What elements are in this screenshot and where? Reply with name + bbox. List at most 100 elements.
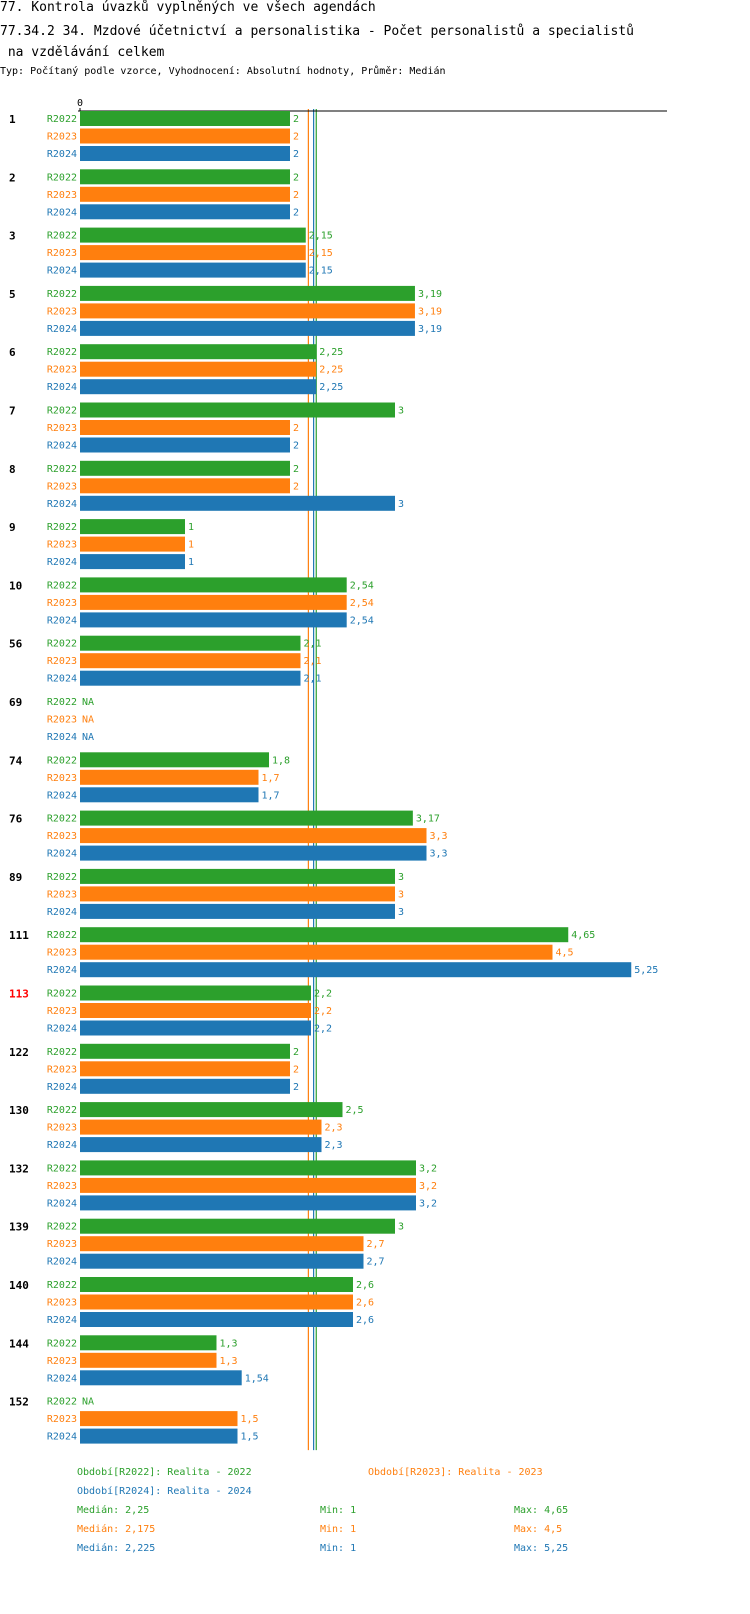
bar-139-r2022	[80, 1218, 395, 1234]
category-label-132: 132	[9, 1162, 29, 1175]
x-axis-zero-label: 0	[77, 98, 83, 109]
value-label-6-r2023: 2,25	[319, 365, 343, 376]
series-label-130-r2023: R2023	[47, 1123, 77, 1134]
value-label-69-r2022: NA	[82, 697, 94, 708]
series-label-9-r2022: R2022	[47, 522, 77, 533]
category-label-69: 69	[9, 696, 22, 709]
value-label-1-r2023: 2	[293, 132, 299, 143]
bar-113-r2024	[80, 1020, 311, 1036]
bar-76-r2022	[80, 810, 413, 826]
value-label-5-r2024: 3,19	[418, 324, 442, 335]
bar-139-r2024	[80, 1253, 364, 1269]
bar-3-r2024	[80, 262, 306, 278]
bar-144-r2024	[80, 1370, 242, 1386]
value-label-7-r2024: 2	[293, 441, 299, 452]
value-label-152-r2022: NA	[82, 1397, 94, 1408]
series-label-113-r2023: R2023	[47, 1006, 77, 1017]
category-label-74: 74	[9, 754, 23, 767]
category-label-152: 152	[9, 1396, 29, 1409]
series-label-132-r2022: R2022	[47, 1163, 77, 1174]
series-label-113-r2024: R2024	[47, 1024, 77, 1035]
value-label-6-r2022: 2,25	[319, 347, 343, 358]
bar-2-r2023	[80, 186, 290, 202]
value-label-8-r2024: 3	[398, 499, 404, 510]
series-label-7-r2024: R2024	[47, 441, 77, 452]
series-label-10-r2023: R2023	[47, 598, 77, 609]
series-label-111-r2024: R2024	[47, 965, 77, 976]
legend-period-r2022: Období[R2022]: Realita - 2022	[77, 1467, 252, 1478]
bar-8-r2024	[80, 495, 395, 511]
series-label-6-r2024: R2024	[47, 382, 77, 393]
series-label-152-r2024: R2024	[47, 1432, 77, 1443]
category-label-9: 9	[9, 521, 16, 534]
value-label-2-r2024: 2	[293, 207, 299, 218]
series-label-111-r2023: R2023	[47, 948, 77, 959]
bar-2-r2022	[80, 169, 290, 185]
bar-113-r2022	[80, 985, 311, 1001]
value-label-111-r2022: 4,65	[571, 930, 595, 941]
value-label-132-r2023: 3,2	[419, 1181, 437, 1192]
legend-period-r2024: Období[R2024]: Realita - 2024	[77, 1486, 252, 1497]
series-label-76-r2022: R2022	[47, 814, 77, 825]
value-label-130-r2022: 2,5	[346, 1105, 364, 1116]
value-label-132-r2024: 3,2	[419, 1198, 437, 1209]
series-label-122-r2022: R2022	[47, 1047, 77, 1058]
bar-3-r2022	[80, 227, 306, 243]
value-label-144-r2022: 1,3	[220, 1338, 238, 1349]
bar-56-r2024	[80, 670, 301, 686]
bar-89-r2022	[80, 868, 395, 884]
bar-10-r2024	[80, 612, 347, 628]
bar-111-r2023	[80, 944, 553, 960]
value-label-7-r2022: 3	[398, 406, 404, 417]
bar-2-r2024	[80, 204, 290, 220]
series-label-56-r2024: R2024	[47, 674, 77, 685]
value-label-74-r2024: 1,7	[262, 790, 280, 801]
bar-122-r2024	[80, 1078, 290, 1094]
value-label-5-r2022: 3,19	[418, 289, 442, 300]
series-label-139-r2023: R2023	[47, 1239, 77, 1250]
value-label-3-r2023: 2,15	[309, 248, 333, 259]
value-label-56-r2024: 2,1	[304, 674, 322, 685]
series-label-10-r2024: R2024	[47, 615, 77, 626]
series-label-76-r2023: R2023	[47, 831, 77, 842]
value-label-7-r2023: 2	[293, 423, 299, 434]
value-label-3-r2024: 2,15	[309, 266, 333, 277]
bar-132-r2022	[80, 1160, 416, 1176]
value-label-152-r2024: 1,5	[241, 1432, 259, 1443]
bar-10-r2022	[80, 577, 347, 593]
value-label-132-r2022: 3,2	[419, 1163, 437, 1174]
series-label-140-r2022: R2022	[47, 1280, 77, 1291]
value-label-5-r2023: 3,19	[418, 306, 442, 317]
series-label-9-r2024: R2024	[47, 557, 77, 568]
value-label-111-r2023: 4,5	[556, 948, 574, 959]
series-label-111-r2022: R2022	[47, 930, 77, 941]
series-label-89-r2022: R2022	[47, 872, 77, 883]
value-label-74-r2022: 1,8	[272, 755, 290, 766]
bar-74-r2023	[80, 769, 259, 785]
series-label-113-r2022: R2022	[47, 989, 77, 1000]
bar-139-r2023	[80, 1236, 364, 1252]
bar-140-r2023	[80, 1294, 353, 1310]
category-label-113: 113	[9, 988, 29, 1001]
value-label-139-r2023: 2,7	[367, 1239, 385, 1250]
series-label-140-r2023: R2023	[47, 1298, 77, 1309]
series-label-89-r2023: R2023	[47, 889, 77, 900]
value-label-144-r2024: 1,54	[245, 1373, 269, 1384]
bar-chart: 0 1 R2022 2 R2023 2 R2024 2 2 R2022 2 R2023 2 R2024 2 3…	[9, 98, 667, 1451]
value-label-9-r2023: 1	[188, 540, 194, 551]
series-label-56-r2022: R2022	[47, 639, 77, 650]
value-label-140-r2022: 2,6	[356, 1280, 374, 1291]
value-label-74-r2023: 1,7	[262, 773, 280, 784]
series-label-140-r2024: R2024	[47, 1315, 77, 1326]
series-label-8-r2022: R2022	[47, 464, 77, 475]
stat-max-r2024: Max: 5,25	[514, 1543, 569, 1554]
bar-144-r2022	[80, 1335, 217, 1351]
bar-140-r2022	[80, 1277, 353, 1292]
bar-122-r2023	[80, 1061, 290, 1077]
bar-6-r2023	[80, 361, 317, 377]
bar-140-r2024	[80, 1312, 353, 1327]
bar-113-r2023	[80, 1003, 311, 1018]
series-label-76-r2024: R2024	[47, 849, 77, 860]
bar-3-r2023	[80, 245, 306, 261]
series-label-9-r2023: R2023	[47, 540, 77, 551]
